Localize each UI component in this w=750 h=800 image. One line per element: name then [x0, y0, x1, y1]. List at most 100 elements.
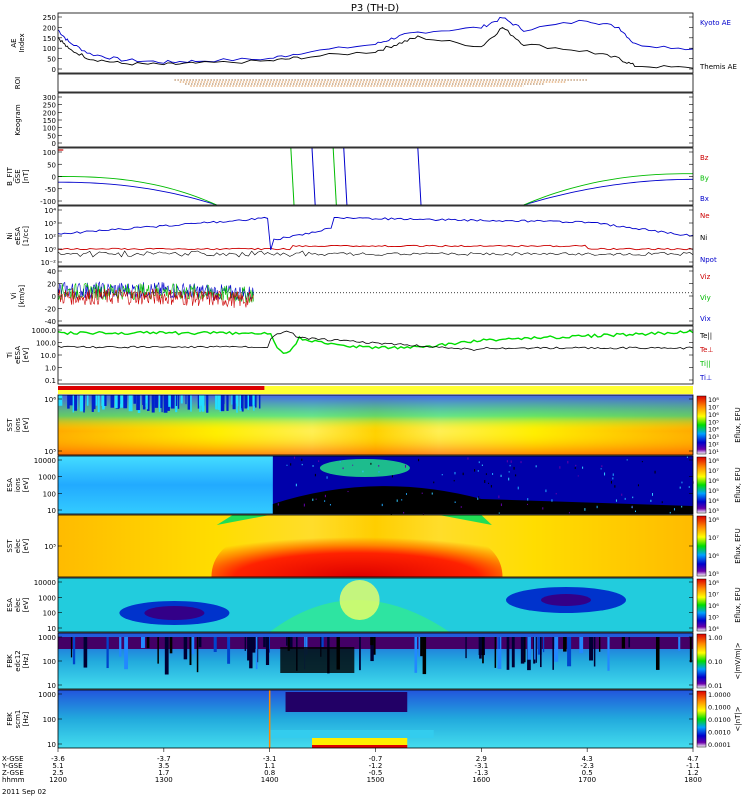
esa-ion-noise: [378, 465, 380, 467]
fbk-edc-stripe: [567, 637, 572, 667]
keogram-ylabel: Keogram: [14, 104, 22, 135]
esa-ion-noise: [513, 466, 515, 470]
bfit-bx-late: [523, 178, 694, 206]
sst-ion-stripe: [246, 395, 249, 408]
fbk-edc-stripe: [422, 637, 427, 675]
axis-row-label-2: Z-GSE: [2, 769, 24, 777]
fbk-edc-stripe: [146, 637, 150, 649]
esa-ion-noise: [498, 495, 500, 499]
axis-col-2-val-1: 1.1: [264, 762, 275, 770]
fbk-edc-stripe: [72, 637, 76, 665]
esa_elec-tick-label: 10000: [34, 579, 56, 587]
velocity-legend-1: Viy: [700, 294, 711, 302]
fbk_scm-ylabel: FBKscm1[Hz]: [6, 710, 30, 729]
esa-ion-noise: [500, 474, 502, 477]
fbk-edc-stripe: [106, 637, 109, 669]
esa-ion-noise: [555, 492, 557, 495]
esa_elec-colorbar-label: Eflux, EFU: [734, 587, 742, 622]
esa-ion-noise: [404, 464, 406, 468]
ae-tick-label: 50: [47, 56, 56, 64]
fbk_edc-colorbar: [696, 633, 707, 689]
temperature-tick-label: 1000.0: [32, 327, 57, 335]
fbk-edc-stripe: [598, 637, 601, 652]
axis-col-1-val-3: 1300: [155, 776, 173, 784]
sst-ion-stripe: [67, 395, 70, 409]
esa-ion-noise: [508, 471, 510, 473]
density-tick-label: 10⁻²: [41, 259, 57, 267]
density-ni: [57, 250, 694, 258]
density-legend-1: Ni: [700, 234, 707, 242]
esa_ion-colorbar-tick: 10⁶: [708, 477, 719, 485]
sst-ion-stripe: [253, 395, 255, 411]
sst_elec-ylabel: SSTelec[eV]: [6, 538, 30, 553]
fbk-edc-stripe: [593, 637, 596, 667]
esa-ion-noise: [551, 499, 553, 502]
sst-ion-stripe: [236, 395, 238, 413]
fbk-edc-stripe: [537, 637, 542, 655]
esa-ion-noise: [577, 475, 579, 477]
esa-ion-noise: [669, 511, 671, 514]
density-tick-label: 10²: [44, 233, 56, 241]
fbk-edc-stripe: [370, 637, 374, 662]
axis-col-6-val-3: 1800: [684, 776, 702, 784]
sst-ion-stripe: [154, 395, 159, 408]
panel-fbk_scm: FBKscm1[Hz] 1000 100 10 1.0000 0.1000 0.0100 0.…: [6, 689, 742, 749]
sst-ion-stripe: [72, 395, 74, 413]
fbk-edc-stripe: [498, 637, 501, 650]
esa_ion-colorbar-label: Eflux, EFU: [734, 467, 742, 502]
esa-ion-noise: [596, 505, 598, 509]
esa-ion-noise: [324, 494, 326, 498]
esa-ion-noise: [462, 472, 464, 476]
ae-ylabel: AEIndex: [10, 33, 26, 52]
esa-ion-noise: [679, 486, 681, 489]
esa_ion-colorbar-tick: 10⁵: [708, 487, 719, 495]
density-frame: [57, 205, 694, 267]
esa-ion-noise: [488, 482, 490, 484]
keogram-tick-label: 0: [52, 140, 56, 148]
density-tick-label: 10³: [44, 220, 56, 228]
esa-ion-noise: [431, 492, 433, 495]
esa-ion-noise: [460, 506, 462, 508]
esa-ion-noise: [396, 499, 398, 502]
esa-ion-noise: [637, 484, 639, 487]
bfit-tick-label: 100: [43, 149, 56, 157]
sst_elec-colorbar: [696, 515, 707, 577]
fbk-scm-dark: [285, 692, 408, 712]
esa-ion-noise: [615, 499, 617, 502]
sst-ion-stripe: [123, 395, 128, 409]
fbk-edc-stripe: [372, 637, 376, 655]
fbk-edc-stripe: [511, 637, 515, 668]
ae-tick-label: 250: [43, 14, 56, 22]
temperature-tick-label: 0.1: [45, 377, 56, 385]
axis-col-2-val-2: 0.8: [264, 769, 275, 777]
fbk_edc-tick-label: 10: [47, 682, 56, 690]
velocity-frame: [57, 266, 694, 326]
bfit-bx-early: [57, 181, 217, 206]
sst-ion-stripe: [142, 395, 146, 410]
panel-density: NieESA[1/cc] 10⁴ 10³ 10² 10⁰ 10⁻² Ne Ni Npot: [6, 205, 717, 267]
esa_elec-colorbar-tick: 10⁴: [708, 625, 719, 633]
sst_ion-ylabel: SSTions[eV]: [6, 417, 30, 432]
axis-col-5-val-2: 0.5: [582, 769, 593, 777]
esa_elec-tick-label: 100: [43, 610, 56, 618]
panel-sst_elec: SSTelec[eV] 10⁵ 10⁸ 10⁷ 10⁶ 10⁵ Eflux, EFU: [6, 514, 742, 578]
fbk-edc-stripe: [247, 637, 252, 661]
axis-col-0-val-1: 5.1: [52, 762, 63, 770]
esa-ion-black: [272, 486, 693, 514]
sst-ion-stripe: [163, 395, 168, 413]
sst-ion-stripe: [74, 395, 78, 411]
temperature-legend-1: Te⊥: [699, 346, 714, 354]
fbk_edc-tick-label: 1000: [38, 634, 56, 642]
sst_ion-frame: [57, 394, 694, 456]
density-ylabel: NieESA[1/cc]: [6, 226, 30, 246]
fbk-edc-stripe: [255, 637, 258, 670]
axis-col-2-val-3: 1400: [261, 776, 279, 784]
bfit-tick-label: -100: [40, 198, 56, 206]
esa-ion-noise: [339, 461, 341, 463]
esa-ion-noise: [312, 498, 314, 501]
axis-col-1-val-1: 3.5: [158, 762, 169, 770]
fbk-edc-stripe: [157, 637, 159, 664]
esa-ion-noise: [632, 496, 634, 499]
sst_ion-colorbar-label: Eflux, EFU: [734, 407, 742, 442]
